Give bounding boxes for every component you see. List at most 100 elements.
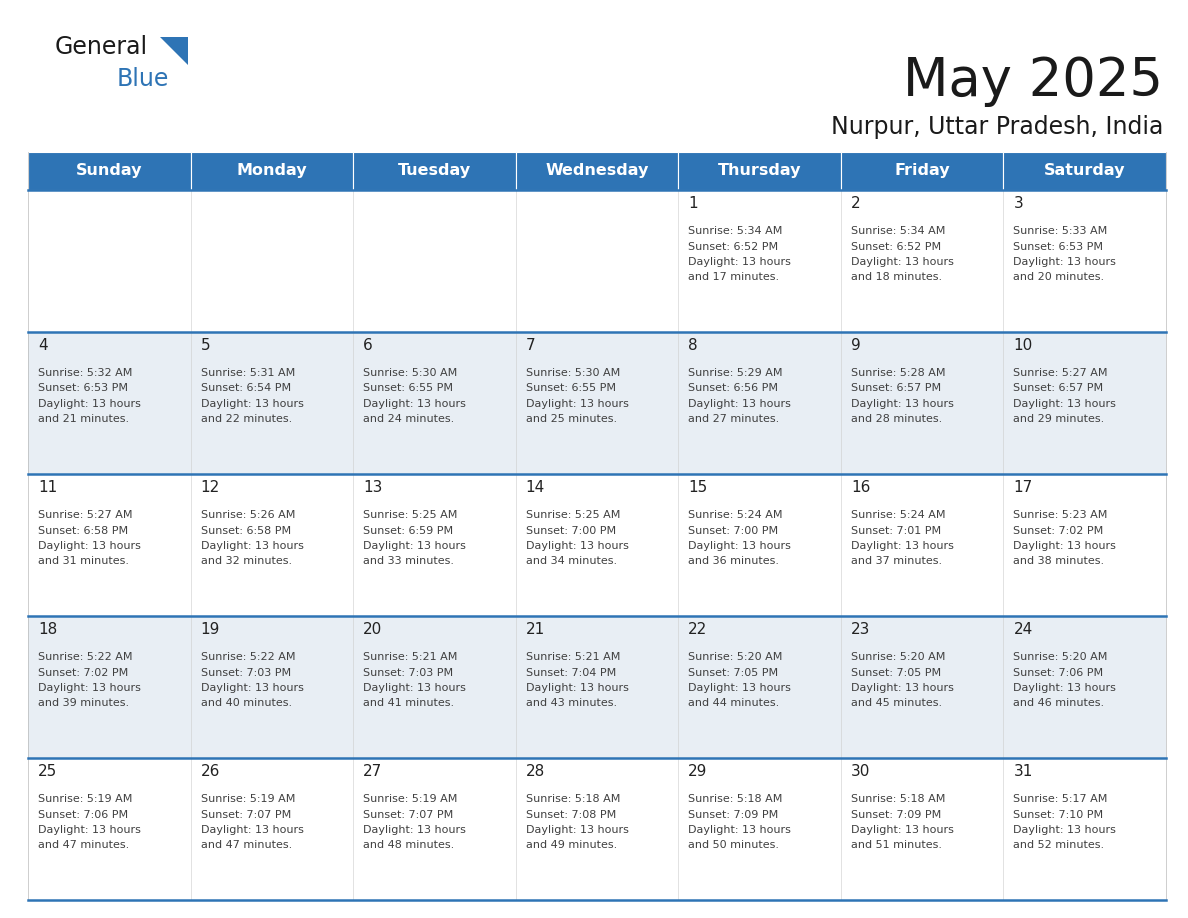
Bar — [678, 758, 841, 900]
Text: Tuesday: Tuesday — [398, 163, 470, 178]
Text: Sunrise: 5:20 AM: Sunrise: 5:20 AM — [688, 652, 783, 662]
Text: Daylight: 13 hours: Daylight: 13 hours — [1013, 825, 1117, 835]
Text: Daylight: 13 hours: Daylight: 13 hours — [526, 541, 628, 551]
Text: Daylight: 13 hours: Daylight: 13 hours — [851, 683, 954, 693]
Bar — [678, 190, 841, 332]
Bar — [678, 474, 841, 616]
Text: 5: 5 — [201, 338, 210, 353]
Text: 18: 18 — [38, 622, 57, 637]
Bar — [190, 332, 353, 474]
Bar — [1004, 152, 1165, 190]
Text: and 50 minutes.: and 50 minutes. — [688, 841, 779, 850]
Text: 29: 29 — [688, 764, 708, 779]
Text: Sunrise: 5:22 AM: Sunrise: 5:22 AM — [38, 652, 133, 662]
Text: Sunset: 6:57 PM: Sunset: 6:57 PM — [1013, 384, 1104, 394]
Bar — [516, 616, 678, 758]
Text: and 18 minutes.: and 18 minutes. — [851, 273, 942, 283]
Text: Nurpur, Uttar Pradesh, India: Nurpur, Uttar Pradesh, India — [830, 115, 1163, 139]
Text: Sunset: 6:52 PM: Sunset: 6:52 PM — [851, 241, 941, 252]
Text: Sunset: 7:05 PM: Sunset: 7:05 PM — [688, 667, 778, 677]
Text: Sunset: 7:02 PM: Sunset: 7:02 PM — [38, 667, 128, 677]
Text: and 22 minutes.: and 22 minutes. — [201, 415, 292, 424]
Text: 21: 21 — [526, 622, 545, 637]
Text: and 28 minutes.: and 28 minutes. — [851, 415, 942, 424]
Text: 27: 27 — [364, 764, 383, 779]
Text: and 47 minutes.: and 47 minutes. — [38, 841, 129, 850]
Text: 12: 12 — [201, 480, 220, 495]
Text: 26: 26 — [201, 764, 220, 779]
Text: Sunset: 7:07 PM: Sunset: 7:07 PM — [364, 810, 454, 820]
Text: 19: 19 — [201, 622, 220, 637]
Text: Daylight: 13 hours: Daylight: 13 hours — [1013, 257, 1117, 267]
Text: Sunset: 6:57 PM: Sunset: 6:57 PM — [851, 384, 941, 394]
Text: and 43 minutes.: and 43 minutes. — [526, 699, 617, 709]
Text: Daylight: 13 hours: Daylight: 13 hours — [364, 541, 466, 551]
Text: Sunrise: 5:34 AM: Sunrise: 5:34 AM — [688, 226, 783, 236]
Text: 25: 25 — [38, 764, 57, 779]
Text: Sunset: 6:58 PM: Sunset: 6:58 PM — [38, 525, 128, 535]
Text: Sunset: 7:00 PM: Sunset: 7:00 PM — [526, 525, 615, 535]
Text: 3: 3 — [1013, 196, 1023, 211]
Bar — [29, 190, 190, 332]
Text: and 47 minutes.: and 47 minutes. — [201, 841, 292, 850]
Text: 22: 22 — [688, 622, 708, 637]
Text: May 2025: May 2025 — [903, 55, 1163, 107]
Bar — [29, 758, 190, 900]
Text: Daylight: 13 hours: Daylight: 13 hours — [364, 399, 466, 409]
Text: 6: 6 — [364, 338, 373, 353]
Text: and 52 minutes.: and 52 minutes. — [1013, 841, 1105, 850]
Text: Sunrise: 5:31 AM: Sunrise: 5:31 AM — [201, 368, 295, 378]
Bar — [353, 616, 516, 758]
Text: General: General — [55, 35, 148, 59]
Text: Sunrise: 5:24 AM: Sunrise: 5:24 AM — [688, 510, 783, 520]
Text: Sunrise: 5:27 AM: Sunrise: 5:27 AM — [1013, 368, 1108, 378]
Text: Daylight: 13 hours: Daylight: 13 hours — [1013, 399, 1117, 409]
Text: and 24 minutes.: and 24 minutes. — [364, 415, 454, 424]
Text: and 17 minutes.: and 17 minutes. — [688, 273, 779, 283]
Text: Sunrise: 5:18 AM: Sunrise: 5:18 AM — [526, 794, 620, 804]
Text: Daylight: 13 hours: Daylight: 13 hours — [851, 399, 954, 409]
Text: and 39 minutes.: and 39 minutes. — [38, 699, 129, 709]
Text: Daylight: 13 hours: Daylight: 13 hours — [38, 399, 141, 409]
Text: Sunset: 7:09 PM: Sunset: 7:09 PM — [851, 810, 941, 820]
Text: Sunrise: 5:17 AM: Sunrise: 5:17 AM — [1013, 794, 1107, 804]
Text: Sunrise: 5:25 AM: Sunrise: 5:25 AM — [526, 510, 620, 520]
Text: Sunrise: 5:18 AM: Sunrise: 5:18 AM — [851, 794, 946, 804]
Text: and 45 minutes.: and 45 minutes. — [851, 699, 942, 709]
Text: and 41 minutes.: and 41 minutes. — [364, 699, 454, 709]
Text: Daylight: 13 hours: Daylight: 13 hours — [688, 541, 791, 551]
Text: Daylight: 13 hours: Daylight: 13 hours — [1013, 683, 1117, 693]
Text: Sunrise: 5:27 AM: Sunrise: 5:27 AM — [38, 510, 133, 520]
Text: Sunrise: 5:33 AM: Sunrise: 5:33 AM — [1013, 226, 1107, 236]
Text: Sunrise: 5:21 AM: Sunrise: 5:21 AM — [526, 652, 620, 662]
Text: Sunset: 6:56 PM: Sunset: 6:56 PM — [688, 384, 778, 394]
Bar — [516, 758, 678, 900]
Text: 16: 16 — [851, 480, 871, 495]
Text: Sunrise: 5:21 AM: Sunrise: 5:21 AM — [364, 652, 457, 662]
Text: Daylight: 13 hours: Daylight: 13 hours — [201, 541, 303, 551]
Text: Daylight: 13 hours: Daylight: 13 hours — [201, 683, 303, 693]
Bar — [678, 616, 841, 758]
Text: 2: 2 — [851, 196, 860, 211]
Bar — [841, 332, 1004, 474]
Bar — [190, 474, 353, 616]
Text: and 38 minutes.: and 38 minutes. — [1013, 556, 1105, 566]
Text: Saturday: Saturday — [1044, 163, 1125, 178]
Text: Daylight: 13 hours: Daylight: 13 hours — [851, 257, 954, 267]
Text: and 34 minutes.: and 34 minutes. — [526, 556, 617, 566]
Text: Sunrise: 5:18 AM: Sunrise: 5:18 AM — [688, 794, 783, 804]
Text: and 20 minutes.: and 20 minutes. — [1013, 273, 1105, 283]
Text: 10: 10 — [1013, 338, 1032, 353]
Text: Daylight: 13 hours: Daylight: 13 hours — [526, 683, 628, 693]
Text: and 33 minutes.: and 33 minutes. — [364, 556, 454, 566]
Bar — [516, 152, 678, 190]
Text: 17: 17 — [1013, 480, 1032, 495]
Text: and 32 minutes.: and 32 minutes. — [201, 556, 292, 566]
Bar — [678, 152, 841, 190]
Text: Sunset: 6:55 PM: Sunset: 6:55 PM — [364, 384, 453, 394]
Text: Sunrise: 5:19 AM: Sunrise: 5:19 AM — [201, 794, 295, 804]
Text: 11: 11 — [38, 480, 57, 495]
Text: Sunset: 6:53 PM: Sunset: 6:53 PM — [38, 384, 128, 394]
Text: 23: 23 — [851, 622, 871, 637]
Bar — [516, 474, 678, 616]
